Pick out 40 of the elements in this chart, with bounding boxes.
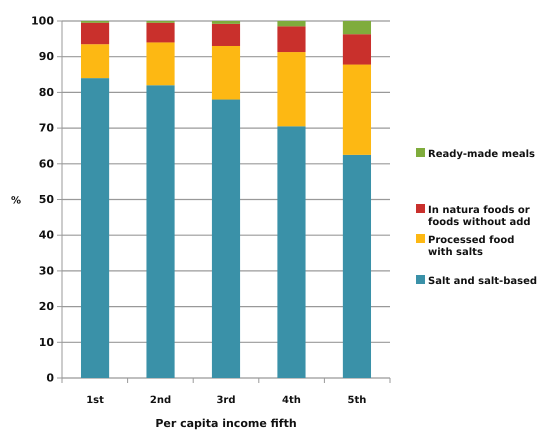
- y-tick-label: 60: [38, 157, 54, 170]
- bar: [80, 22, 110, 44]
- x-tick-label: 2nd: [150, 395, 172, 406]
- bar: [146, 22, 175, 42]
- y-tick-label: 90: [38, 50, 54, 64]
- bar: [342, 34, 372, 65]
- y-tick-label: 0: [46, 372, 54, 385]
- bar: [80, 44, 110, 78]
- bar: [342, 154, 372, 378]
- bar: [342, 21, 372, 34]
- bar: [342, 64, 372, 155]
- bar: [212, 46, 240, 100]
- bar: [277, 126, 306, 378]
- x-tick-label: 5th: [348, 395, 366, 406]
- bar: [212, 100, 240, 378]
- y-tick-label: 40: [38, 228, 54, 242]
- y-tick-label: 50: [38, 193, 54, 206]
- x-axis-title: Per capita income fifth: [155, 417, 297, 430]
- bar: [212, 21, 240, 24]
- y-tick-label: 10: [38, 336, 54, 349]
- legend-label: Salt and salt-based: [428, 276, 538, 287]
- legend-label: In natura foods or foods without add: [428, 205, 531, 228]
- x-tick-label: 1st: [86, 395, 104, 406]
- y-tick-label: 20: [38, 300, 54, 314]
- legend-label: Processed food with salts: [428, 235, 514, 258]
- bar: [277, 26, 306, 52]
- bar: [277, 21, 306, 26]
- bar: [212, 24, 240, 46]
- bar: [80, 78, 110, 378]
- x-tick-label: 4th: [282, 395, 301, 406]
- bar: [146, 42, 175, 86]
- y-tick-label: 70: [38, 122, 54, 135]
- legend-label: Ready-made meals: [428, 149, 536, 160]
- bar: [277, 52, 306, 126]
- y-tick-label: 80: [38, 86, 54, 99]
- y-axis-title: %: [10, 196, 22, 206]
- y-tick-label: 30: [38, 264, 54, 278]
- bar: [146, 85, 175, 378]
- x-tick-label: 3rd: [216, 395, 236, 406]
- y-tick-label: 100: [31, 14, 54, 28]
